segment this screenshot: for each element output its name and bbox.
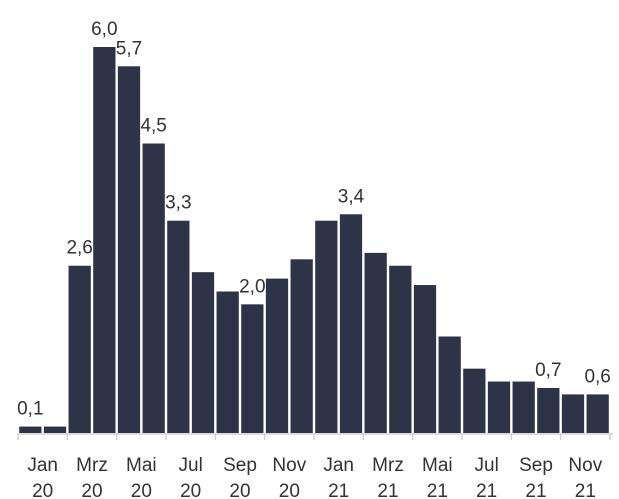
bar xyxy=(216,291,239,433)
x-tick-label: Jan 21 xyxy=(323,455,354,499)
bar xyxy=(43,426,67,433)
bar xyxy=(167,220,190,433)
bar xyxy=(389,265,412,433)
bar xyxy=(512,381,535,433)
bar xyxy=(241,304,264,433)
bar xyxy=(537,387,560,433)
x-tick-label: Mai 20 xyxy=(126,455,157,499)
bar xyxy=(93,47,116,433)
value-label: 5,7 xyxy=(116,38,142,59)
bar xyxy=(561,394,585,433)
bar xyxy=(142,143,165,433)
value-label: 0,1 xyxy=(17,399,43,420)
bar xyxy=(68,265,91,433)
bar xyxy=(290,259,313,433)
bar xyxy=(364,252,387,433)
bar xyxy=(265,278,289,433)
x-tick-label: Nov 21 xyxy=(568,455,603,499)
value-label: 3,4 xyxy=(338,186,365,207)
x-tick-label: Mrz 21 xyxy=(372,455,404,499)
bar xyxy=(19,426,42,433)
bar xyxy=(413,285,437,433)
value-label: 0,6 xyxy=(584,366,610,387)
value-label: 3,3 xyxy=(165,193,191,214)
value-label: 2,6 xyxy=(66,238,92,259)
x-tick-label: Jul 20 xyxy=(178,455,203,499)
x-tick-label: Jul 21 xyxy=(474,455,499,499)
bar xyxy=(438,336,461,433)
value-label: 6,0 xyxy=(91,19,117,40)
value-label: 0,7 xyxy=(535,360,561,381)
bar xyxy=(487,381,511,433)
x-tick-label: Nov 20 xyxy=(272,455,307,499)
bar xyxy=(339,214,363,433)
x-tick-label: Sep 20 xyxy=(223,455,257,499)
value-label: 4,5 xyxy=(140,116,166,137)
value-label: 2,0 xyxy=(239,276,265,297)
bar xyxy=(191,272,215,433)
x-tick-label: Mrz 20 xyxy=(76,455,108,499)
bar xyxy=(117,66,141,434)
bar xyxy=(586,394,609,433)
bar xyxy=(463,368,486,433)
x-tick-label: Mai 21 xyxy=(422,455,453,499)
x-tick-label: Jan 20 xyxy=(27,455,58,499)
bar xyxy=(315,220,338,433)
x-tick-label: Sep 21 xyxy=(519,455,553,499)
